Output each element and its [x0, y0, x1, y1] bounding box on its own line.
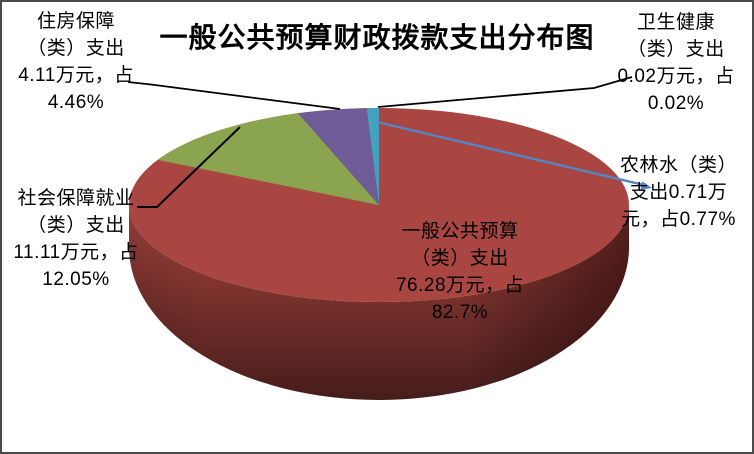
data-label-health[interactable]: 卫生健康 （类）支出 0.02万元，占 0.02% — [617, 12, 735, 114]
leader-line-social-security — [137, 126, 241, 208]
pie-slice-agriculture-water[interactable] — [366, 107, 379, 205]
data-label-agriculture-water[interactable]: 农林水（类） 支出0.71万 元，占0.77% — [619, 155, 737, 230]
leader-line-health — [377, 76, 633, 108]
chart-title[interactable]: 一般公共预算财政拨款支出分布图 — [159, 22, 595, 53]
pie-slice-housing[interactable] — [298, 108, 379, 205]
pie-slice-social-security[interactable] — [157, 113, 379, 205]
leader-arrowhead-agriculture — [640, 181, 652, 190]
data-label-general-public-budget[interactable]: 一般公共预算 （类）支出 76.28万元，占 82.7% — [395, 221, 525, 323]
leader-arrow-agriculture — [376, 120, 645, 187]
data-label-social-security[interactable]: 社会保障就业 （类）支出 11.11万元，占 12.05% — [13, 188, 139, 290]
pie-side-shading — [129, 205, 629, 400]
data-label-housing[interactable]: 住房保障 （类）支出 4.11万元，占 4.46% — [18, 11, 134, 113]
leader-line-housing — [127, 81, 341, 110]
